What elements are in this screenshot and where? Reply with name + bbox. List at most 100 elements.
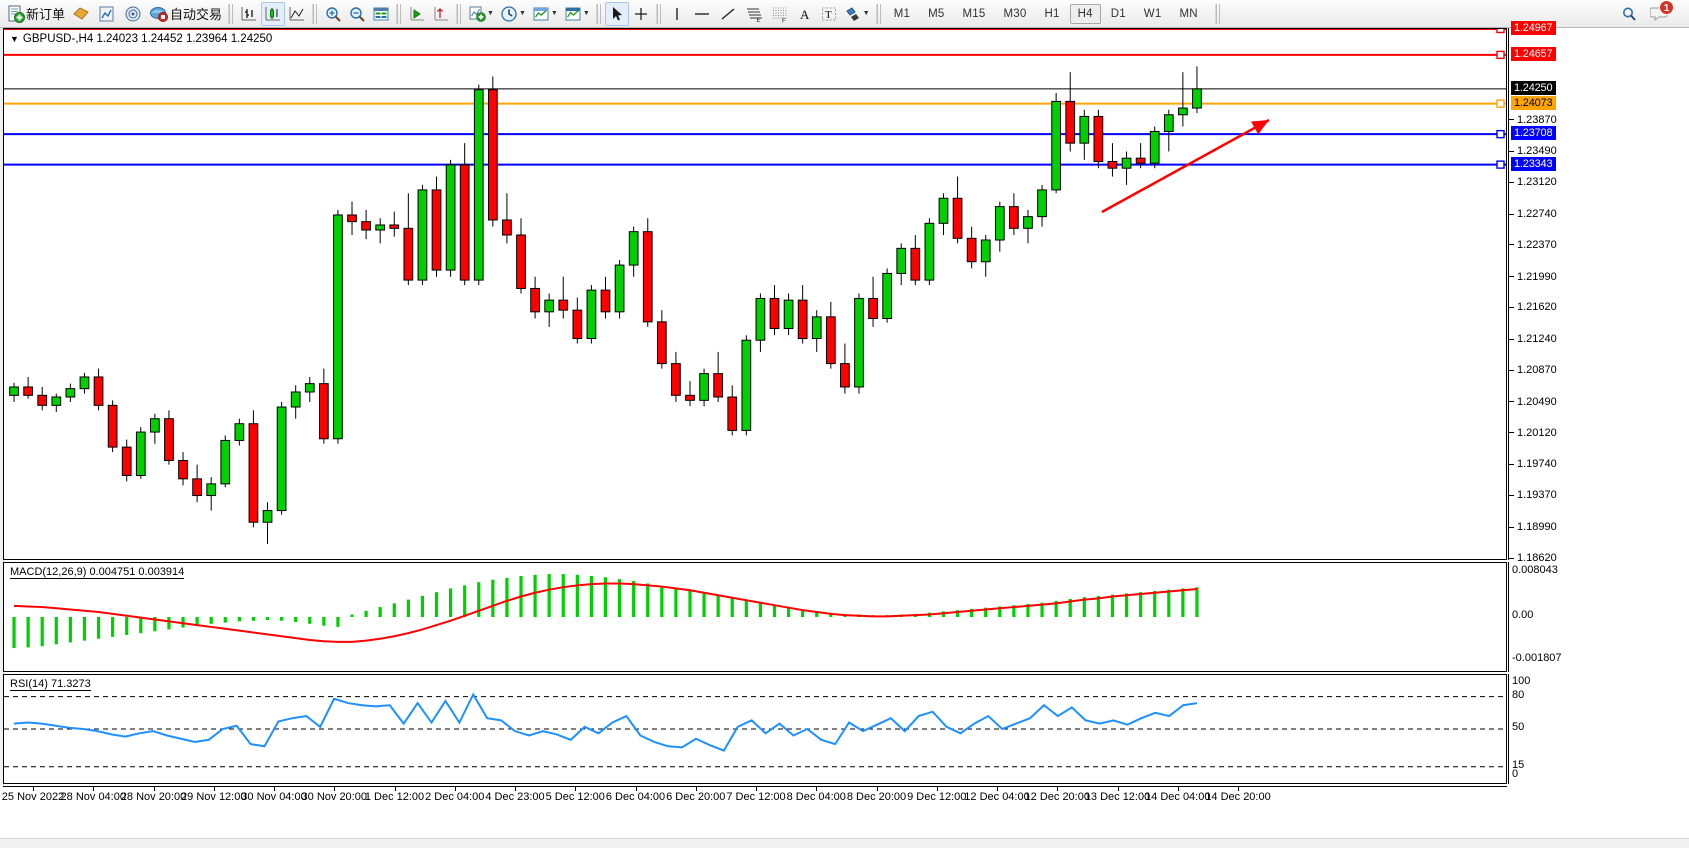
- timeframe-h4-button[interactable]: H4: [1069, 3, 1101, 24]
- line-chart-icon[interactable]: [285, 2, 309, 26]
- auto-trading-button[interactable]: 自动交易: [146, 2, 225, 26]
- collapse-icon[interactable]: ▼: [10, 34, 19, 44]
- time-axis-label: 25 Nov 2022: [1, 791, 65, 803]
- alerts-icon[interactable]: 1: [1647, 0, 1674, 26]
- chevron-down-icon[interactable]: ▼: [582, 10, 590, 17]
- time-axis-label: 9 Dec 12:00: [907, 791, 967, 803]
- market-watch-icon[interactable]: [120, 2, 146, 26]
- vertical-line-icon[interactable]: [665, 2, 689, 26]
- timeframe-m30-button[interactable]: M30: [1003, 7, 1027, 20]
- horizontal-scrollbar[interactable]: [0, 838, 1689, 848]
- shapes-icon[interactable]: ▼: [841, 2, 873, 26]
- auto-trading-label: 自动交易: [170, 7, 223, 22]
- time-axis-label: 1 Dec 12:00: [364, 791, 425, 803]
- data-window-icon[interactable]: [94, 2, 120, 26]
- timeframe-m5-button[interactable]: M5: [928, 7, 945, 20]
- tile-windows-icon[interactable]: [369, 2, 393, 26]
- price-tag-last-price[interactable]: 1.24250: [1511, 80, 1557, 95]
- bar-chart-icon[interactable]: [237, 2, 261, 26]
- price-tag-resistance[interactable]: 1.24657: [1511, 46, 1557, 61]
- time-axis-tick: [695, 787, 697, 791]
- expert-advisor-icon[interactable]: [68, 2, 94, 26]
- time-axis-label: 6 Dec 04:00: [605, 791, 666, 803]
- time-axis[interactable]: 25 Nov 2022 28 Nov 04:00 28 Nov 20:00 29 No…: [1, 786, 1507, 812]
- chevron-down-icon[interactable]: ▼: [487, 10, 494, 17]
- chevron-down-icon[interactable]: ▼: [550, 10, 558, 17]
- time-axis-label: 30 Nov 20:00: [301, 791, 367, 803]
- timeframe-m15-button[interactable]: M15: [962, 7, 986, 20]
- macd-scale[interactable]: 0.008043 0.00 -0.001807: [1508, 562, 1689, 672]
- timeframe-w1-button[interactable]: W1: [1143, 7, 1162, 20]
- timeframe-h1-button[interactable]: H1: [1044, 7, 1060, 20]
- price-tag-resistance[interactable]: 1.24967: [1511, 21, 1557, 35]
- price-tag-support[interactable]: 1.23343: [1511, 156, 1557, 171]
- rsi-scale[interactable]: 100 80 50 15 0: [1508, 674, 1689, 784]
- toolbar-separator: [228, 3, 235, 24]
- candlestick-chart-icon[interactable]: [261, 1, 286, 26]
- chevron-down-icon[interactable]: ▼: [862, 10, 870, 17]
- rsi-label: RSI(14) 71.3273: [10, 678, 91, 691]
- price-axis-tick: 1.19740: [1509, 458, 1557, 470]
- text-icon[interactable]: A: [793, 2, 817, 26]
- timeframe-group: M1 M5 M15 M30 H1 H4 D1 W1 MN: [885, 3, 1207, 24]
- trendline-icon[interactable]: [715, 2, 741, 26]
- search-icon[interactable]: [1617, 2, 1641, 26]
- crosshair-icon[interactable]: [629, 2, 653, 26]
- time-axis-label: 28 Nov 20:00: [120, 791, 187, 803]
- auto-scroll-icon[interactable]: [429, 2, 453, 26]
- price-tag-support[interactable]: 1.23708: [1511, 126, 1557, 141]
- rsi-axis-tick: 15: [1512, 758, 1525, 771]
- shift-end-icon[interactable]: [405, 2, 429, 26]
- toolbar-separator: [456, 3, 463, 24]
- text-label-icon[interactable]: T: [817, 2, 841, 26]
- time-axis-tick: [394, 787, 396, 791]
- toolbar-separator: [1214, 3, 1221, 24]
- time-axis-tick: [635, 787, 637, 791]
- price-scale[interactable]: 1.24967 1.24657 1.24250 1.24073 1.23870 1.237…: [1508, 21, 1689, 564]
- price-axis-tick: 1.19370: [1509, 489, 1557, 501]
- zoom-in-icon[interactable]: [321, 2, 345, 26]
- price-axis-tick: 1.18990: [1509, 521, 1557, 533]
- templates-icon[interactable]: ▼: [529, 2, 561, 26]
- time-axis-tick: [756, 787, 757, 791]
- time-axis-label: 8 Dec 20:00: [846, 791, 907, 803]
- rsi-panel[interactable]: RSI(14) 71.3273: [3, 674, 1507, 784]
- svg-text:A: A: [800, 7, 810, 22]
- time-axis-label: 12 Dec 04:00: [964, 791, 1030, 803]
- new-order-button[interactable]: 新订单: [4, 2, 68, 26]
- rsi-label-text: RSI(14) 71.3273: [10, 678, 91, 691]
- timeframe-m1-button[interactable]: M1: [893, 7, 911, 20]
- timeframe-d1-button[interactable]: D1: [1110, 7, 1126, 20]
- chart-settings-icon[interactable]: ▼: [561, 2, 593, 26]
- period-icon[interactable]: ▼: [497, 2, 529, 26]
- fibonacci-icon[interactable]: E: [741, 2, 767, 26]
- chevron-down-icon[interactable]: ▼: [518, 10, 526, 17]
- macd-axis-tick: 0.008043: [1512, 564, 1558, 576]
- cursor-icon[interactable]: [604, 1, 629, 26]
- time-axis-tick: [274, 787, 275, 791]
- time-axis-tick: [93, 787, 95, 791]
- new-order-label: 新订单: [26, 7, 66, 22]
- chart-area[interactable]: ▼ GBPUSD-,H4 1.24023 1.24452 1.23964 1.2…: [0, 21, 1689, 866]
- time-axis-label: 28 Nov 04:00: [60, 791, 126, 803]
- indicators-icon[interactable]: ▼: [465, 2, 497, 26]
- time-axis-tick: [876, 787, 878, 791]
- rsi-axis-tick: 50: [1512, 721, 1525, 733]
- macd-panel[interactable]: MACD(12,26,9) 0.004751 0.003914: [3, 562, 1507, 672]
- timeframe-mn-button[interactable]: MN: [1179, 7, 1198, 20]
- price-panel[interactable]: ▼ GBPUSD-,H4 1.24023 1.24452 1.23964 1.2…: [3, 28, 1507, 560]
- time-axis-tick: [1057, 787, 1059, 791]
- fibonacci-fan-icon[interactable]: F: [767, 2, 793, 26]
- zoom-out-icon[interactable]: [345, 2, 369, 26]
- time-axis-label: 4 Dec 23:00: [485, 791, 545, 803]
- price-axis-tick: 1.21620: [1509, 301, 1557, 313]
- svg-text:T: T: [825, 9, 832, 21]
- toolbar-separator: [396, 3, 403, 24]
- time-axis-label: 8 Dec 04:00: [786, 791, 846, 803]
- horizontal-line-icon[interactable]: [689, 2, 715, 26]
- price-axis-tick: 1.20490: [1509, 396, 1557, 408]
- price-tag-order[interactable]: 1.24073: [1511, 95, 1557, 110]
- svg-text:F: F: [782, 18, 786, 23]
- price-axis-tick: 1.23490: [1509, 145, 1557, 157]
- time-axis-tick: [334, 787, 336, 791]
